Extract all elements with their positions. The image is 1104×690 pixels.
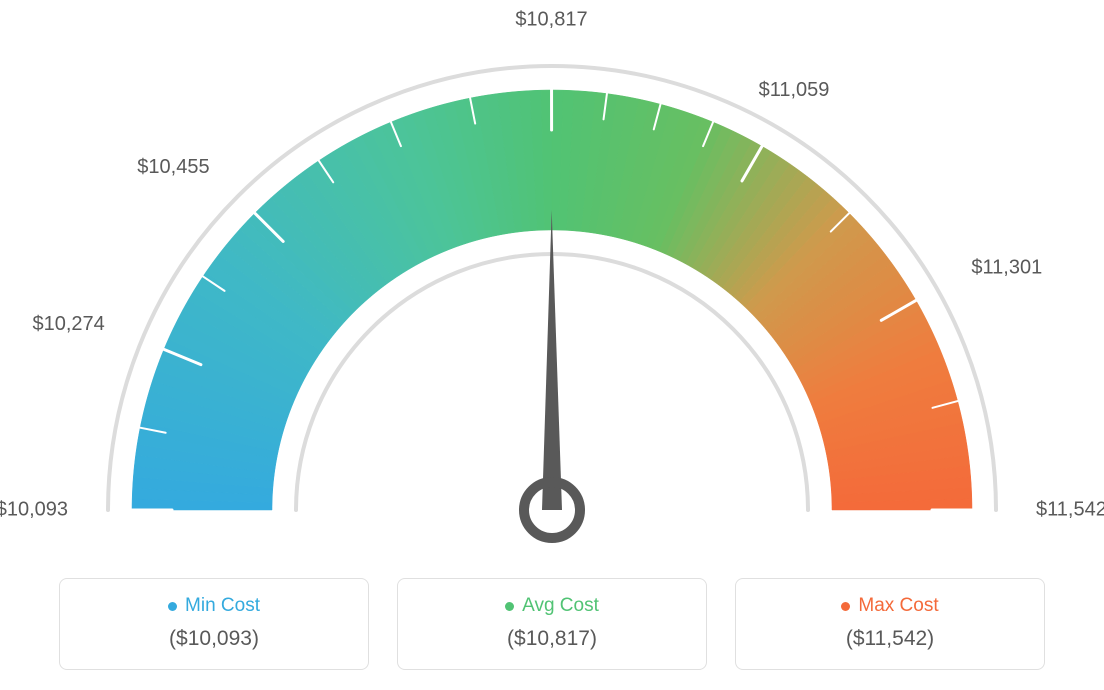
legend-card-min: Min Cost ($10,093) [59, 578, 369, 670]
legend-card-avg: Avg Cost ($10,817) [397, 578, 707, 670]
gauge-tick-label: $10,817 [515, 8, 587, 30]
gauge-svg: $10,093 $10,274 $10,455 $10,817 $11,059 $11,3… [0, 0, 1104, 560]
gauge-tick-label: $11,542 [1036, 498, 1104, 520]
legend-title-text: Max Cost [858, 595, 938, 617]
legend-dot-icon [841, 602, 850, 611]
legend-title: Avg Cost [505, 595, 599, 617]
legend-title: Max Cost [841, 595, 938, 617]
legend-value: ($10,093) [80, 627, 348, 651]
gauge-tick-label: $10,274 [32, 313, 104, 335]
legend-value: ($10,817) [418, 627, 686, 651]
legend-card-max: Max Cost ($11,542) [735, 578, 1045, 670]
gauge-tick-label: $10,093 [0, 498, 68, 520]
legend-value: ($11,542) [756, 627, 1024, 651]
gauge-tick-label: $10,455 [137, 156, 209, 178]
legend-title: Min Cost [168, 595, 260, 617]
legend-title-text: Avg Cost [522, 595, 599, 617]
legend-title-text: Min Cost [185, 595, 260, 617]
legend-dot-icon [168, 602, 177, 611]
legend-dot-icon [505, 602, 514, 611]
gauge-chart-container: $10,093 $10,274 $10,455 $10,817 $11,059 $11,3… [0, 0, 1104, 690]
legend-row: Min Cost ($10,093) Avg Cost ($10,817) Max Co… [0, 578, 1104, 670]
gauge-tick-label: $11,059 [759, 79, 830, 101]
gauge-tick-label: $11,301 [971, 257, 1042, 279]
